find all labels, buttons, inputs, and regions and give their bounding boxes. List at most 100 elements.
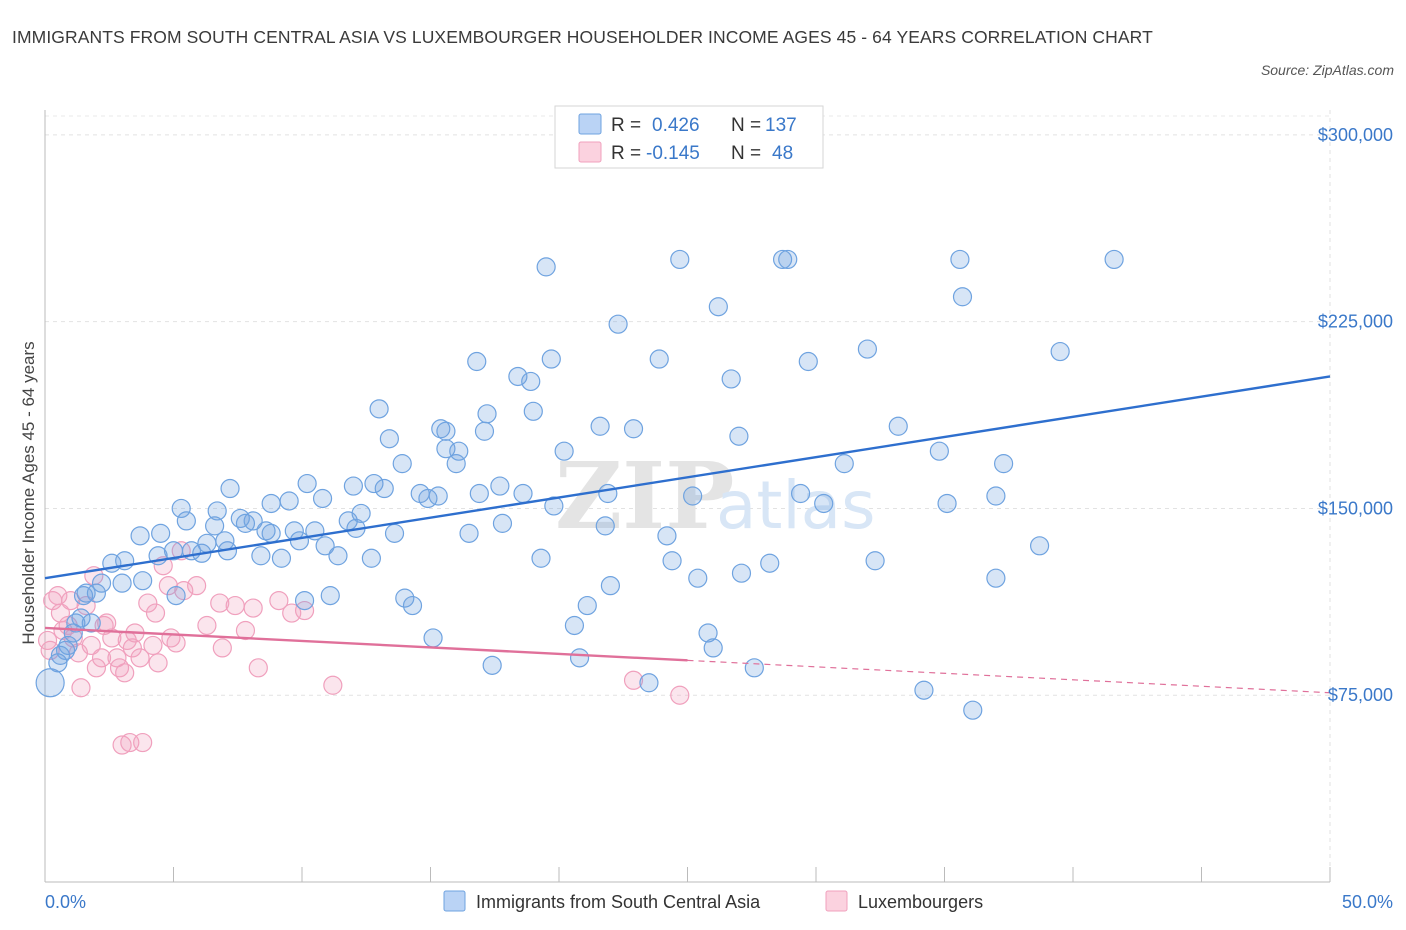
trend-line-pink-dashed (687, 659, 1331, 694)
watermark: ZIP atlas (555, 442, 876, 550)
y-axis-label: Householder Income Ages 45 - 64 years (19, 341, 38, 644)
point-luxembourger (61, 590, 81, 611)
point-south-central-asia (251, 546, 271, 566)
legend: R = 0.426 N = 137 R = -0.145 N = 48 (554, 105, 824, 169)
point-south-central-asia (133, 571, 153, 591)
point-south-central-asia (431, 419, 451, 439)
point-south-central-asia (994, 454, 1014, 474)
point-luxembourger (71, 678, 91, 698)
point-south-central-asia (600, 576, 621, 596)
point-luxembourger (102, 628, 122, 648)
point-south-central-asia (294, 590, 315, 611)
point-south-central-asia (986, 568, 1006, 588)
bottom-legend-swatch-blue (443, 890, 466, 912)
point-south-central-asia (564, 615, 585, 636)
point-south-central-asia (482, 655, 502, 675)
point-luxembourger (323, 675, 343, 695)
luxembourgers-points (37, 541, 690, 755)
point-south-central-asia (469, 483, 489, 504)
point-south-central-asia (914, 680, 934, 700)
point-south-central-asia (598, 483, 618, 504)
point-south-central-asia (207, 501, 227, 521)
point-south-central-asia (703, 638, 723, 658)
point-luxembourger (243, 598, 263, 618)
point-south-central-asia (888, 416, 908, 436)
point-south-central-asia (58, 635, 78, 656)
point-south-central-asia (446, 454, 466, 474)
point-south-central-asia (279, 491, 299, 511)
point-south-central-asia (289, 531, 310, 551)
point-south-central-asia (261, 523, 281, 543)
point-south-central-asia (343, 476, 363, 496)
point-south-central-asia (937, 493, 957, 514)
point-luxembourger (269, 590, 289, 611)
legend-swatch-pink (578, 141, 602, 163)
point-south-central-asia (857, 339, 878, 359)
point-south-central-asia (744, 658, 764, 678)
point-south-central-asia (950, 249, 970, 270)
point-south-central-asia (523, 401, 543, 421)
point-south-central-asia (436, 421, 456, 441)
point-luxembourger (235, 620, 256, 641)
watermark-atlas: atlas (716, 467, 876, 544)
point-south-central-asia (929, 441, 949, 461)
y-tick-label: $75,000 (1328, 685, 1393, 705)
point-south-central-asia (778, 249, 798, 270)
point-south-central-asia (569, 648, 590, 668)
point-south-central-asia (392, 454, 412, 474)
point-south-central-asia (91, 573, 112, 593)
point-south-central-asia (1029, 536, 1050, 556)
bottom-legend-label-blue: Immigrants from South Central Asia (476, 892, 761, 912)
point-south-central-asia (256, 521, 276, 541)
point-south-central-asia (361, 548, 381, 568)
legend-n-label-blue: N = (731, 115, 761, 136)
point-south-central-asia (474, 421, 495, 441)
legend-r-label-blue: R = (611, 115, 641, 136)
point-luxembourger (143, 635, 163, 656)
bottom-legend-label-pink: Luxembourgers (858, 892, 983, 912)
point-south-central-asia (772, 249, 793, 270)
point-luxembourger (225, 595, 245, 616)
point-south-central-asia (379, 429, 399, 449)
y-tick-label: $300,000 (1318, 125, 1393, 145)
point-south-central-asia (721, 369, 741, 389)
point-south-central-asia (243, 511, 263, 531)
point-south-central-asia (729, 426, 749, 446)
point-south-central-asia (577, 595, 597, 616)
point-luxembourger (81, 635, 101, 656)
point-luxembourger (130, 648, 150, 668)
point-luxembourger (86, 658, 107, 678)
point-south-central-asia (235, 513, 256, 533)
point-luxembourger (294, 600, 315, 621)
point-south-central-asia (402, 595, 423, 616)
trend-line-blue (44, 375, 1331, 580)
point-south-central-asia (670, 249, 690, 270)
chart-title: IMMIGRANTS FROM SOUTH CENTRAL ASIA VS LU… (12, 27, 1153, 47)
y-tick-label: $150,000 (1318, 498, 1393, 518)
point-south-central-asia (595, 516, 615, 536)
legend-n-value-pink: 48 (772, 143, 793, 164)
point-luxembourger (166, 633, 186, 653)
point-south-central-asia (508, 366, 528, 387)
point-south-central-asia (798, 351, 818, 372)
watermark-zip: ZIP (555, 442, 734, 550)
point-luxembourger (158, 576, 178, 596)
point-south-central-asia (205, 516, 225, 536)
point-south-central-asia (814, 493, 834, 514)
point-south-central-asia (261, 493, 281, 514)
point-south-central-asia (623, 419, 644, 439)
legend-r-value-pink: -0.145 (646, 143, 700, 164)
point-south-central-asia (86, 583, 107, 603)
point-luxembourger (623, 670, 644, 690)
point-south-central-asia (834, 454, 854, 474)
point-luxembourger (138, 593, 158, 613)
point-south-central-asia (544, 496, 564, 516)
point-luxembourger (120, 732, 140, 753)
point-south-central-asia (683, 486, 703, 506)
y-tick-label: $225,000 (1318, 312, 1393, 332)
trend-lines (44, 375, 1331, 694)
point-south-central-asia (541, 349, 561, 369)
point-south-central-asia (55, 640, 76, 661)
bottom-legend: Immigrants from South Central Asia Luxem… (443, 890, 983, 912)
point-luxembourger (148, 653, 168, 673)
